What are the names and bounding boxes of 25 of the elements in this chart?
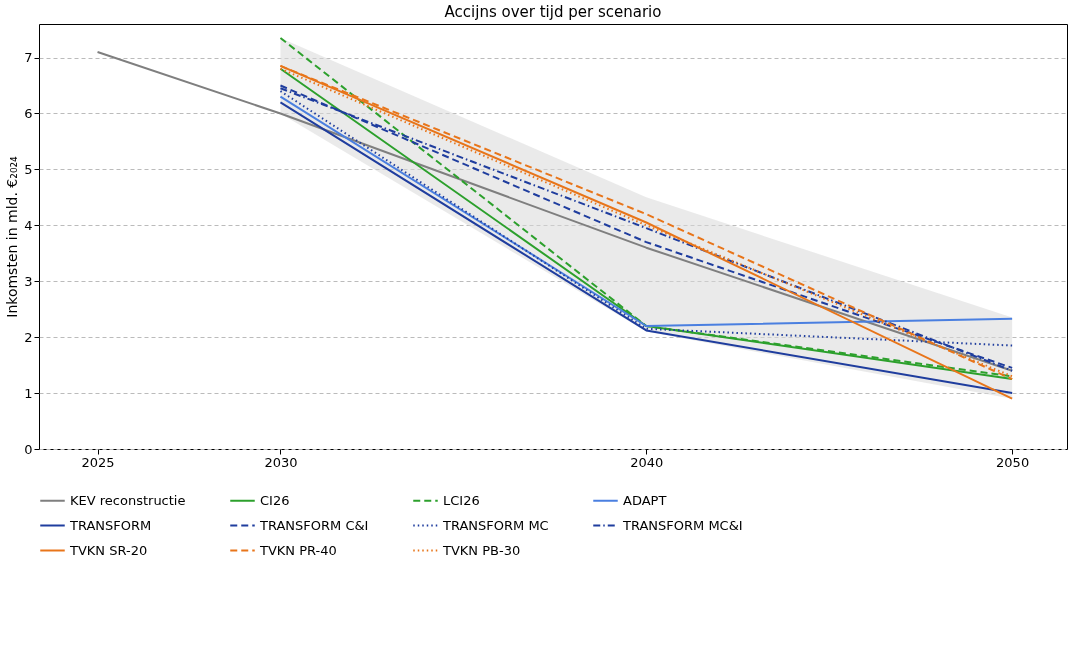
- y-tick-label: 6: [24, 105, 33, 121]
- legend-label: TVKN SR-20: [69, 542, 148, 558]
- y-tick-label: 7: [24, 50, 33, 66]
- legend-label: TVKN PB-30: [442, 542, 521, 558]
- y-tick-label: 5: [24, 161, 33, 177]
- y-tick-label: 1: [24, 385, 33, 401]
- legend-label: TVKN PR-40: [259, 542, 337, 558]
- x-tick-label: 2030: [264, 454, 298, 470]
- legend-label: TRANSFORM C&I: [259, 517, 369, 533]
- legend-label: LCI26: [443, 492, 480, 508]
- y-tick-label: 3: [24, 273, 33, 289]
- x-tick-label: 2040: [630, 454, 664, 470]
- y-tick-label: 4: [24, 217, 33, 233]
- legend-label: KEV reconstructie: [70, 492, 186, 508]
- legend-label: TRANSFORM MC: [442, 517, 549, 533]
- y-axis-title: Inkomsten in mld. €₂₀₂₄: [4, 155, 21, 318]
- x-tick-label: 2050: [996, 454, 1030, 470]
- legend-label: ADAPT: [623, 492, 667, 508]
- legend-label: TRANSFORM: [69, 517, 152, 533]
- x-tick-label: 2025: [81, 454, 115, 470]
- y-tick-label: 2: [24, 329, 33, 345]
- legend-label: CI26: [260, 492, 290, 508]
- chart-title: Accijns over tijd per scenario: [444, 3, 662, 21]
- y-tick-label: 0: [24, 441, 33, 457]
- legend-label: TRANSFORM MC&I: [622, 517, 743, 533]
